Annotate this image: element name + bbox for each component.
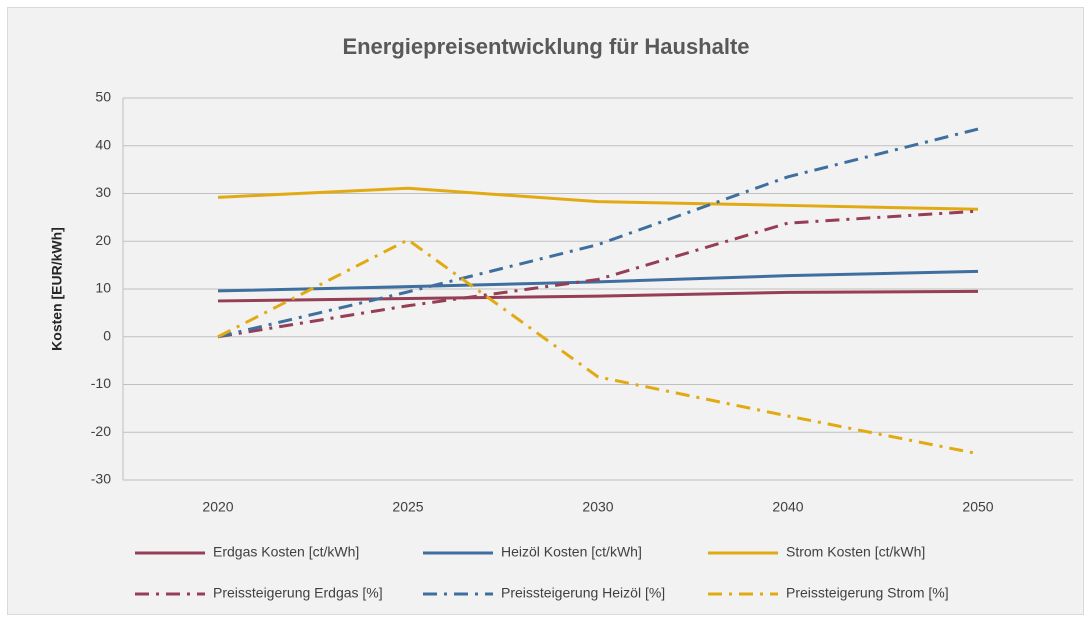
series-line: [217, 269, 979, 293]
series-line: [217, 238, 979, 456]
y-tick-label: 0: [103, 327, 111, 343]
chart-title: Energiepreisentwicklung für Haushalte: [342, 34, 749, 59]
series-line: [217, 127, 979, 339]
legend-label: Strom Kosten [ct/kWh]: [786, 544, 925, 560]
x-tick-label: 2025: [392, 499, 423, 515]
legend-label: Erdgas Kosten [ct/kWh]: [213, 544, 359, 560]
y-axis-label: Kosten [EUR/kWh]: [49, 227, 65, 351]
y-tick-label: 40: [95, 136, 111, 152]
chart-background: [7, 7, 1084, 615]
legend-label: Heizöl Kosten [ct/kWh]: [501, 544, 642, 560]
y-tick-label: -30: [91, 471, 111, 487]
y-tick-label: 20: [95, 232, 111, 248]
y-tick-label: 30: [95, 184, 111, 200]
x-tick-label: 2040: [772, 499, 803, 515]
series-line: [217, 289, 979, 303]
series-line: [217, 186, 979, 211]
x-tick-label: 2020: [202, 499, 233, 515]
series-line: [217, 209, 979, 339]
x-tick-label: 2030: [582, 499, 613, 515]
y-tick-label: -10: [91, 375, 111, 391]
x-tick-label: 2050: [962, 499, 993, 515]
legend-label: Preissteigerung Strom [%]: [786, 585, 949, 601]
legend-label: Preissteigerung Erdgas [%]: [213, 585, 383, 601]
y-tick-label: 50: [95, 89, 111, 105]
y-tick-label: 10: [95, 280, 111, 296]
y-tick-label: -20: [91, 423, 111, 439]
legend-label: Preissteigerung Heizöl [%]: [501, 585, 665, 601]
